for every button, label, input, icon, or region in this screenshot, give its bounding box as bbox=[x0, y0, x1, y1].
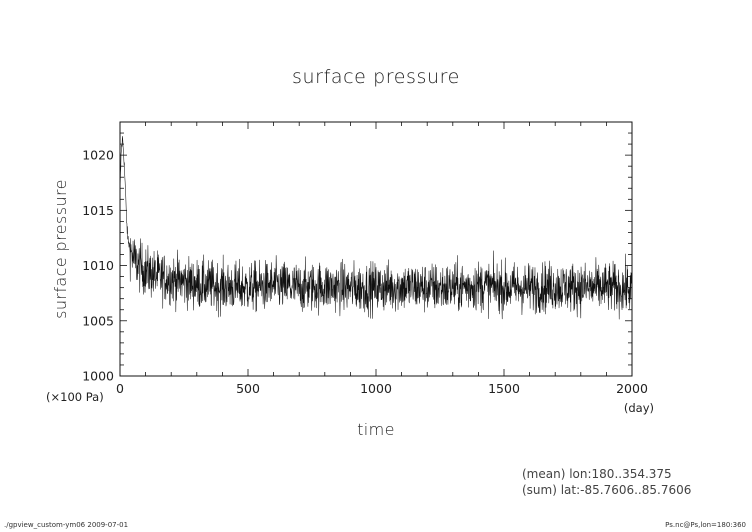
y-unit-label: (×100 Pa) bbox=[46, 390, 104, 404]
y-tick-label: 1015 bbox=[82, 203, 114, 218]
x-tick-labels: 0 500 1000 1500 2000 bbox=[116, 381, 648, 396]
y-axis-label: surface pressure bbox=[51, 179, 70, 319]
plot-frame bbox=[119, 121, 633, 377]
x-tick-label: 2000 bbox=[616, 381, 648, 396]
y-tick-label: 1020 bbox=[82, 148, 114, 163]
plot-area bbox=[119, 121, 633, 377]
x-tick-label: 1000 bbox=[360, 381, 392, 396]
x-unit-label: (day) bbox=[624, 401, 654, 415]
footer-left: ./gpview_custom-ym06 2009-07-01 bbox=[4, 521, 128, 529]
y-tick-label: 1005 bbox=[82, 313, 114, 328]
x-tick-label: 1500 bbox=[488, 381, 520, 396]
y-tick-labels: 1000 1005 1010 1015 1020 bbox=[82, 148, 114, 384]
footer-right: Ps.nc@Ps,lon=180:360 bbox=[665, 521, 746, 529]
note-sum-lat: (sum) lat:-85.7606..85.7606 bbox=[522, 483, 691, 497]
note-mean-lon: (mean) lon:180..354.375 bbox=[522, 467, 672, 481]
series-line bbox=[119, 135, 633, 320]
x-tick-label: 500 bbox=[236, 381, 260, 396]
axis-ticks bbox=[119, 121, 633, 377]
x-tick-label: 0 bbox=[116, 381, 124, 396]
chart-title: surface pressure bbox=[292, 66, 460, 88]
y-tick-label: 1010 bbox=[82, 258, 114, 273]
y-tick-label: 1000 bbox=[82, 369, 114, 384]
x-axis-label: time bbox=[357, 420, 395, 439]
